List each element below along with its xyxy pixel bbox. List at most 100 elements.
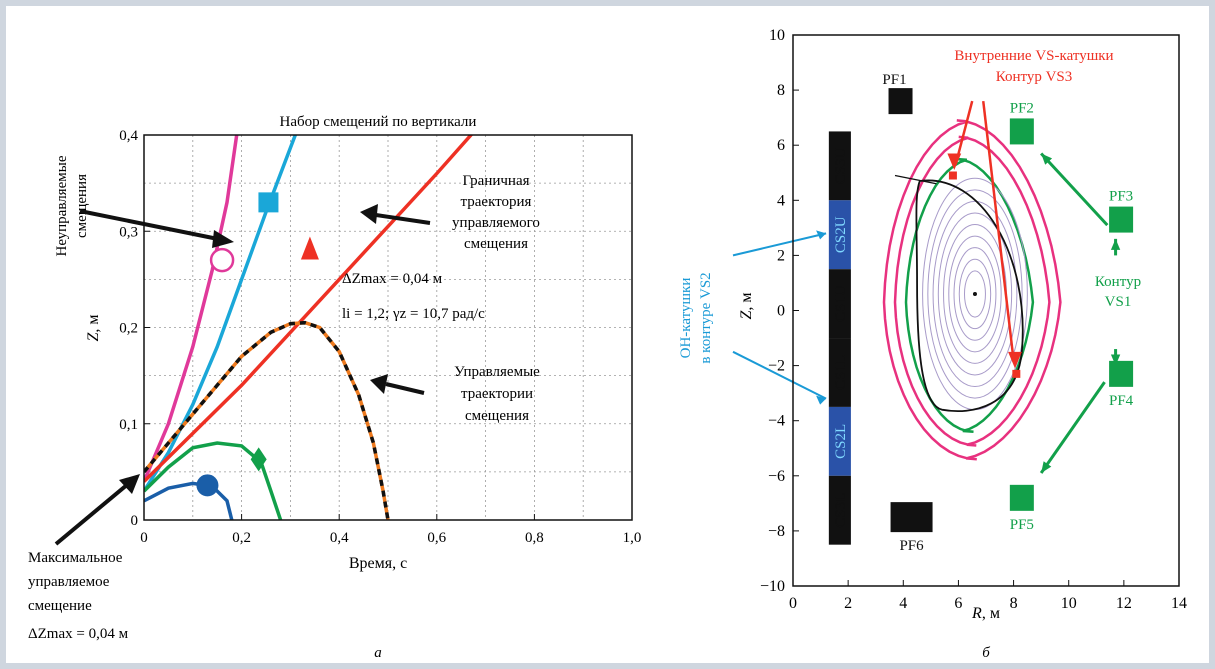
series-line-magenta (144, 135, 239, 483)
chart-b-y-ticks: 10 8 6 4 2 0 −2 −4 −6 −8 −10 (760, 27, 799, 595)
outer-vessel-wall (882, 119, 1062, 461)
series-line-controlled (144, 320, 390, 520)
pf-coil-label: PF4 (1109, 393, 1134, 409)
annotation-controlled-line1: Управляемые (454, 364, 540, 380)
y-tick-label: 2 (777, 247, 785, 264)
y-tick-label: −4 (768, 413, 785, 430)
vs1-arrow (1039, 381, 1106, 474)
x-tick-label: 10 (1061, 595, 1077, 612)
annotation-boundary-line1: Граничная (462, 173, 529, 189)
inner-vessel-wall (893, 135, 1051, 447)
magnetic-axis (972, 291, 977, 296)
y-tick-label: −8 (768, 523, 785, 540)
chart-b-y-axis-label: Z, м (738, 292, 755, 319)
vs1-arrowhead (1110, 238, 1121, 250)
marker-diamond (250, 447, 267, 472)
x-tick-label: 0,4 (330, 530, 349, 546)
pf-coil-label: PF6 (899, 538, 924, 554)
annotation-controlled-line2: траектории (461, 386, 533, 402)
flux-surface (958, 258, 992, 330)
annotation-boundary-line3: управляемого (452, 215, 540, 231)
chart-a-x-axis-label: Время, с (349, 555, 407, 572)
arrowhead-maximum (119, 474, 140, 494)
y-tick-label: −2 (768, 358, 785, 375)
cs-module-label: CS1U (833, 285, 849, 322)
flux-surface (953, 247, 997, 341)
central-solenoid-stack: CS3U CS2U CS1U CS1L CS2L CS3L (828, 131, 851, 545)
x-tick-label: 0 (140, 530, 148, 546)
chart-a-y-ticks: 0 0,1 0,2 0,3 0,4 (119, 128, 150, 529)
pf-coil-pf1 (888, 88, 913, 115)
chart-a-title: Набор смещений по вертикали (280, 114, 477, 130)
pf-coil-label: PF2 (1010, 100, 1034, 116)
x-tick-label: 1,0 (623, 530, 642, 546)
x-point-leg (894, 174, 937, 185)
vs1-arrow (1040, 152, 1109, 227)
pf-coil-pf5 (1009, 484, 1034, 511)
annotation-maximum-line3: смещение (28, 598, 92, 614)
flux-surface (932, 200, 1018, 388)
x-tick-label: 8 (1010, 595, 1018, 612)
annotation-vs1-line2: VS1 (1105, 294, 1132, 310)
x-tick-label: 14 (1171, 595, 1187, 612)
chart-a-markers (196, 192, 319, 497)
cs-module-label: CS2L (833, 424, 849, 459)
marker-square (258, 192, 279, 213)
x-tick-label: 0,8 (525, 530, 544, 546)
arrow-controlled (385, 382, 425, 395)
series-line-controlled-base (144, 320, 390, 520)
arrow-maximum (54, 482, 130, 546)
y-tick-label: 0,3 (119, 224, 138, 240)
cs-module-cs2l (828, 406, 851, 476)
oh-arrowhead (816, 230, 827, 240)
annotation-oh-line1: ОН-катушки (678, 278, 694, 359)
arrow-uncontrolled (79, 209, 219, 241)
flux-surface (927, 189, 1023, 399)
series-line-cyan (144, 135, 297, 493)
chart-a-y-axis-label: Z, м (85, 314, 102, 341)
x-tick-label: 2 (844, 595, 852, 612)
series-line-red (144, 135, 474, 483)
pf-coil-label: PF5 (1010, 517, 1034, 533)
vs-coil-lower (1012, 369, 1021, 378)
chart-b-annotations: Внутренние VS-катушки Контур VS3 Контур … (678, 48, 1141, 364)
pf-coil-pf6 (890, 502, 933, 533)
pf-coil-pf4 (1109, 360, 1134, 387)
annotation-maximum-line2: управляемое (28, 574, 110, 590)
cs-module-cs3l (828, 475, 851, 545)
panel-label-b: б (982, 645, 990, 661)
annotation-internal-vs: Внутренние VS-катушки (954, 48, 1113, 64)
annotation-boundary-line2: траектория (461, 194, 532, 210)
arrowhead-uncontrolled (212, 230, 234, 248)
chart-a: Набор смещений по вертикали 0 0,2 0,4 0,6 0,… (28, 114, 642, 661)
arrow-boundary (375, 213, 431, 225)
series-line-blue (144, 481, 234, 520)
annotation-dzmax-eq: ΔZmax = 0,04 м (342, 271, 443, 287)
first-wall (904, 157, 1035, 433)
cs-module-cs2u (828, 200, 851, 270)
cs-module-label: CS3U (833, 147, 849, 184)
annotation-uncontrolled-line1: Неуправляемые (54, 155, 70, 256)
y-tick-label: 4 (777, 192, 785, 209)
annotation-oh-line2: в контуре VS2 (698, 272, 714, 363)
y-tick-label: 0 (777, 303, 785, 320)
y-tick-label: −6 (768, 468, 785, 485)
chart-a-plot-frame (143, 134, 633, 521)
y-tick-label: 10 (769, 27, 785, 44)
figure-canvas: Набор смещений по вертикали 0 0,2 0,4 0,6 0,… (28, 27, 1187, 661)
annotation-boundary-line4: смещения (464, 236, 528, 252)
pf-coils: PF1 PF2 PF3 PF4 PF5 PF6 (882, 72, 1133, 554)
flux-surface (937, 212, 1013, 376)
series-line-green (144, 441, 283, 520)
chart-b-x-ticks: 0 2 4 6 8 10 12 14 (789, 580, 1187, 612)
pf-coil-label: PF1 (882, 72, 906, 88)
figure-panel: Набор смещений по вертикали 0 0,2 0,4 0,6 0,… (6, 6, 1209, 663)
annotation-maximum-eq: ΔZmax = 0,04 м (28, 626, 129, 642)
cs-module-label: CS3L (833, 493, 849, 528)
y-tick-label: 0,4 (119, 128, 138, 144)
cs-module-cs1l (828, 338, 851, 407)
pf-coil-label: PF3 (1109, 189, 1133, 205)
x-tick-label: 0,2 (232, 530, 251, 546)
vs-arrowhead-lower (1008, 351, 1022, 369)
oh-arrowhead (816, 395, 827, 405)
